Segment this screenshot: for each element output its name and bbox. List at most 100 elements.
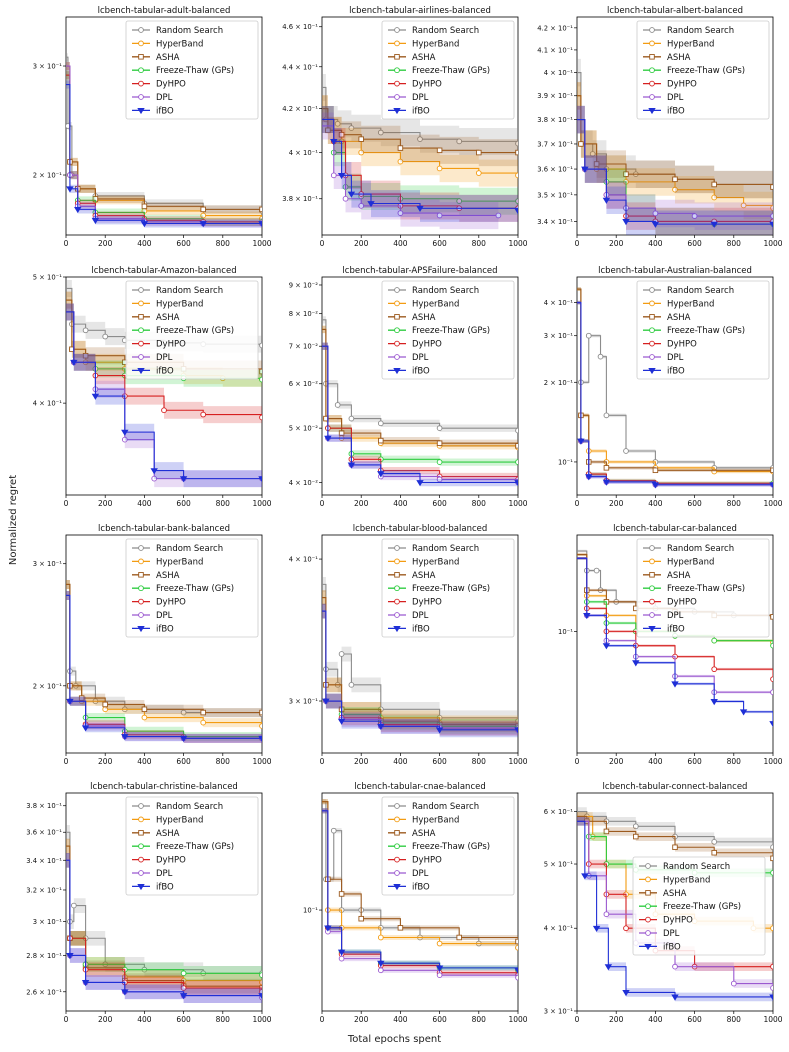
- y-tick-label: 4 × 10⁻¹: [544, 925, 574, 933]
- x-tick-label: 1000: [763, 757, 782, 766]
- x-tick-label: 400: [393, 239, 408, 248]
- legend-marker: [138, 545, 144, 551]
- data-point: [358, 149, 365, 156]
- confidence-band: [66, 80, 262, 228]
- legend-label: DPL: [412, 611, 429, 621]
- data-point: [593, 161, 600, 167]
- data-point: [347, 462, 356, 469]
- data-point: [334, 402, 341, 408]
- series-line: [577, 820, 773, 998]
- legend-marker: [394, 40, 400, 47]
- legend-label: ASHA: [667, 571, 691, 581]
- legend-marker: [645, 890, 651, 896]
- legend-marker: [648, 108, 656, 115]
- data-point: [585, 332, 592, 339]
- x-tick-label: 0: [64, 239, 69, 248]
- y-tick-label: 3 × 10⁻¹: [33, 560, 63, 568]
- legend-label: Random Search: [667, 286, 734, 296]
- confidence-band: [322, 95, 518, 167]
- data-point: [672, 963, 678, 970]
- legend-label: ASHA: [663, 889, 687, 899]
- legend-marker: [394, 94, 400, 100]
- y-tick-label: 2 × 10⁻¹: [33, 682, 63, 690]
- data-point: [78, 695, 85, 701]
- data-point: [515, 459, 518, 465]
- data-point: [633, 833, 639, 840]
- subplot-11: lcbench-tabular-cnae-balanced 0 200 400 600 8…: [303, 782, 528, 1024]
- legend-label: DyHPO: [412, 856, 442, 866]
- data-point: [603, 412, 610, 419]
- data-point: [348, 681, 355, 688]
- legend-marker: [138, 816, 144, 823]
- data-point: [622, 990, 630, 997]
- data-point: [259, 988, 262, 995]
- data-point: [769, 221, 773, 228]
- y-tick-label: 3 × 10⁻¹: [33, 63, 63, 71]
- data-point: [259, 376, 262, 383]
- legend-label: HyperBand: [156, 557, 203, 567]
- y-tick-label: 3 × 10⁻¹: [544, 1008, 574, 1016]
- legend-label: Freeze-Thaw (GPs): [412, 584, 490, 594]
- data-point: [652, 210, 659, 217]
- data-point: [581, 166, 589, 173]
- y-tick-label: 4 × 10⁻¹: [544, 299, 574, 307]
- data-point: [651, 221, 660, 228]
- data-point: [435, 727, 444, 734]
- legend-marker: [393, 368, 401, 375]
- legend-label: DPL: [156, 353, 173, 363]
- data-point: [66, 186, 74, 193]
- subplot-3: lcbench-tabular-albert-balanced 0 200 400 60…: [537, 6, 783, 248]
- data-point: [348, 415, 355, 422]
- legend-label: Freeze-Thaw (GPs): [667, 326, 745, 336]
- data-point: [70, 359, 78, 367]
- data-point: [436, 476, 443, 483]
- legend-marker: [138, 27, 144, 33]
- data-point: [259, 368, 262, 375]
- data-point: [259, 709, 262, 716]
- data-point: [436, 940, 443, 947]
- confidence-band: [577, 817, 773, 878]
- data-point: [436, 165, 443, 172]
- data-point: [397, 925, 404, 931]
- legend-label: Random Search: [667, 544, 734, 554]
- y-tick-label: 3.8 × 10⁻¹: [26, 802, 62, 810]
- x-tick-label: 800: [472, 757, 487, 766]
- y-tick-label: 3 × 10⁻¹: [33, 918, 63, 926]
- legend-label: Random Search: [156, 26, 223, 36]
- legend: Random Search HyperBand ASHA Freeze-Thaw (G…: [125, 796, 259, 896]
- legend-box: [636, 280, 770, 380]
- data-point: [337, 718, 346, 725]
- legend-label: ifBO: [412, 624, 430, 634]
- y-tick-label: 3.4 × 10⁻¹: [537, 218, 573, 226]
- data-point: [514, 480, 518, 487]
- legend-label: HyperBand: [667, 557, 714, 567]
- data-point: [141, 714, 148, 721]
- legend-marker: [393, 626, 401, 633]
- x-tick-label: 1000: [763, 499, 782, 508]
- legend-marker: [138, 585, 144, 592]
- data-point: [711, 839, 718, 845]
- legend-box: [125, 20, 259, 120]
- data-point: [180, 970, 187, 977]
- series-group: [577, 58, 773, 235]
- data-point: [200, 212, 207, 219]
- data-point: [770, 855, 773, 862]
- data-point: [730, 980, 737, 987]
- legend-marker: [138, 300, 144, 307]
- series-line: [322, 345, 518, 484]
- legend-label: ifBO: [156, 624, 174, 634]
- legend-label: ifBO: [412, 882, 430, 892]
- legend-label: DyHPO: [156, 340, 186, 350]
- x-tick-label: 800: [727, 499, 742, 508]
- y-tick-label: 2.8 × 10⁻¹: [26, 952, 62, 960]
- data-point: [671, 681, 679, 688]
- legend-label: HyperBand: [156, 299, 203, 309]
- subplot-title: lcbench-tabular-blood-balanced: [353, 524, 488, 534]
- x-tick-label: 200: [354, 1015, 369, 1024]
- data-point: [377, 420, 384, 427]
- data-point: [476, 149, 482, 156]
- legend-marker: [394, 287, 400, 293]
- data-point: [770, 869, 773, 876]
- x-tick-label: 400: [137, 757, 152, 766]
